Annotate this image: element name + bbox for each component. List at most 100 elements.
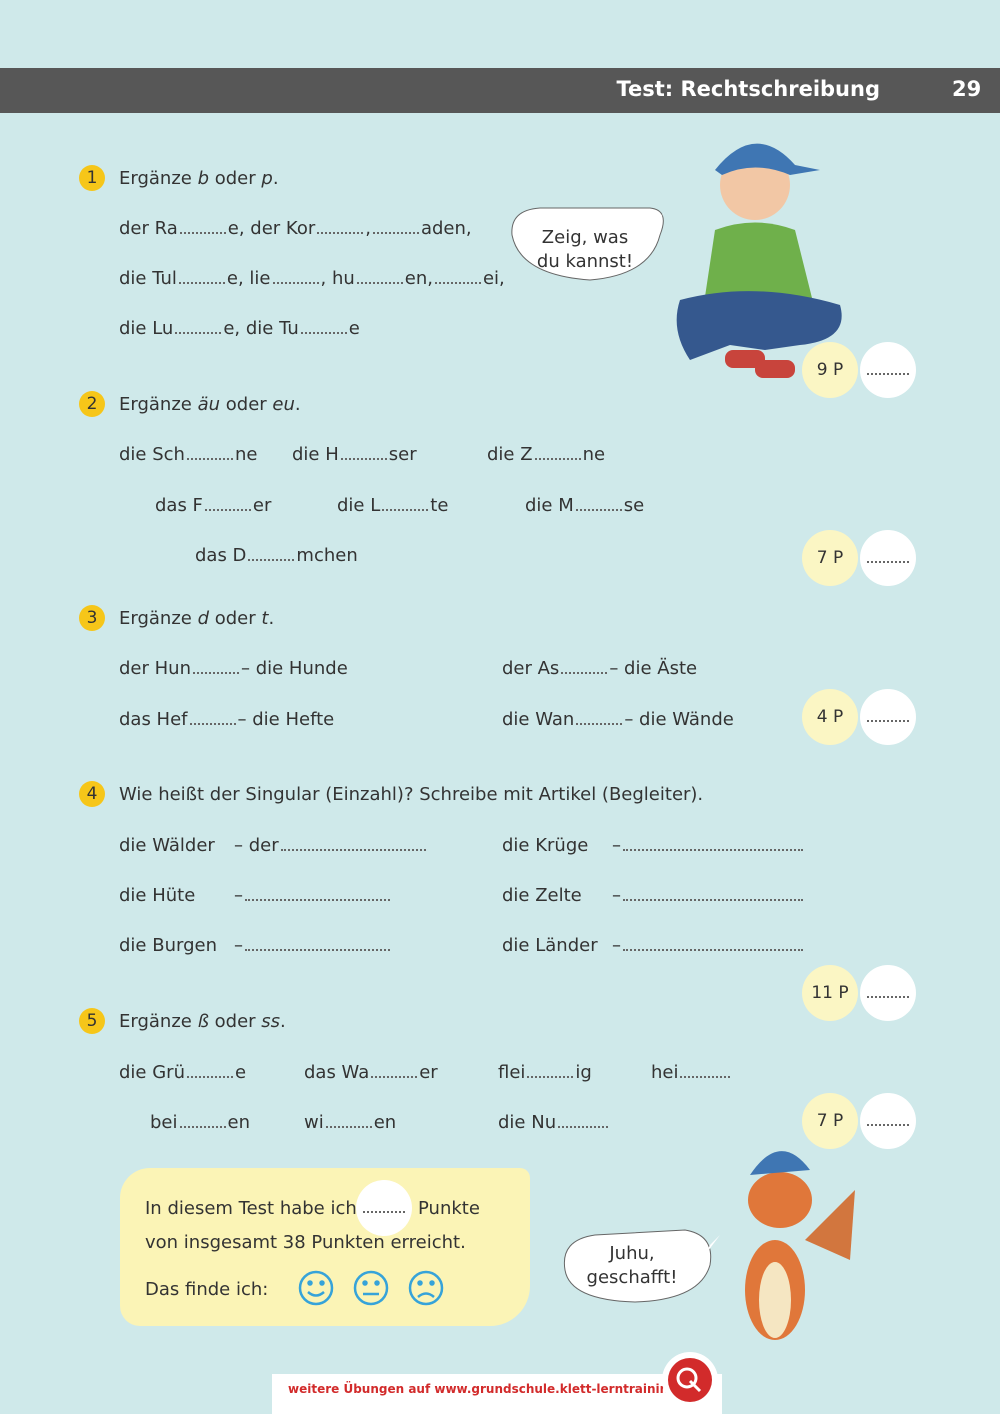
item-text: die Länder — [502, 935, 598, 956]
summary-line1-start: In diesem Test habe ich — [145, 1198, 357, 1219]
instruction-part: . — [280, 1011, 286, 1032]
page-number: 29 — [952, 77, 982, 101]
blank — [245, 887, 390, 901]
points-field — [860, 965, 916, 1021]
item-text: e, lie — [226, 268, 271, 289]
blank — [248, 547, 295, 561]
item-text: die Wan — [502, 709, 575, 730]
dotted-field — [867, 704, 909, 722]
exercise-item: – — [234, 935, 392, 956]
instruction-part: p — [261, 168, 273, 189]
exercise-item: die Krüge — [502, 835, 588, 856]
header-title: Test: Rechtschreibung — [616, 77, 880, 101]
item-text: – die Hefte — [237, 709, 335, 730]
exercise-item: die Z ne — [487, 444, 605, 465]
item-text: die Sch — [119, 444, 185, 465]
item-text: hei — [651, 1062, 679, 1083]
item-text: die M — [525, 495, 574, 516]
blank — [245, 937, 390, 951]
item-text: die Wälder — [119, 835, 215, 856]
points-field — [860, 689, 916, 745]
points-label: 7 P — [802, 530, 858, 586]
instruction-part: oder — [220, 394, 273, 415]
exercise-item: das Hef – die Hefte — [119, 709, 334, 730]
instruction-part: ß — [197, 1011, 209, 1032]
item-text: e, der Kor — [227, 218, 316, 239]
task-number: 1 — [79, 165, 105, 191]
item-text: – — [612, 935, 621, 956]
task-instruction: Ergänze äu oder eu. — [119, 394, 301, 415]
item-text: mchen — [296, 545, 358, 566]
instruction-part: . — [268, 608, 275, 629]
instruction-part: Ergänze — [119, 394, 198, 415]
dotted-field — [867, 545, 909, 563]
instruction-part: oder — [209, 608, 262, 629]
task-instruction: Ergänze b oder p. — [119, 168, 279, 189]
item-text: er — [252, 495, 272, 516]
item-text: das Hef — [119, 709, 188, 730]
blank — [189, 711, 236, 725]
item-text: e — [348, 318, 360, 339]
blank — [623, 837, 803, 851]
dragon-bubble-text: Juhu, geschafft! — [586, 1243, 678, 1288]
instruction-part: äu — [197, 394, 221, 415]
blank — [179, 220, 226, 234]
blank — [186, 1064, 233, 1078]
item-text: das Wa — [304, 1062, 370, 1083]
item-text: , — [365, 218, 371, 239]
blank — [434, 270, 481, 284]
blank — [561, 660, 608, 674]
blank — [371, 1064, 418, 1078]
footer-icon — [662, 1352, 718, 1408]
boy-bubble-text: Zeig, was du kannst! — [536, 227, 634, 272]
item-text: – — [234, 885, 243, 906]
item-text: der Hun — [119, 658, 191, 679]
blank — [356, 270, 403, 284]
exercise-item: die Hüte — [119, 885, 195, 906]
instruction-part: . — [294, 394, 301, 415]
item-text: die Hüte — [119, 885, 196, 906]
header-bar — [0, 68, 1000, 113]
blank — [317, 220, 364, 234]
item-text: die Z — [487, 444, 533, 465]
task-number: 2 — [79, 391, 105, 417]
item-text: er — [419, 1062, 438, 1083]
points-field — [860, 1093, 916, 1149]
exercise-item: die Wälder — [119, 835, 215, 856]
exercise-item: hei — [651, 1062, 732, 1083]
dotted-field — [867, 1108, 909, 1126]
exercise-item: das F er — [155, 495, 271, 516]
blank — [576, 711, 623, 725]
footer-link[interactable]: weitere Übungen auf www.grundschule.klet… — [288, 1382, 699, 1396]
blank — [192, 660, 239, 674]
exercise-item: die Wan – die Wände — [502, 709, 734, 730]
exercise-item: der Ra e, der Kor, aden, — [119, 218, 472, 239]
instruction-part: oder — [209, 168, 262, 189]
instruction-part: Ergänze — [119, 1011, 198, 1032]
task-instruction: Ergänze d oder t. — [119, 608, 274, 629]
blank — [178, 270, 225, 284]
blank — [186, 446, 233, 460]
item-text: – — [612, 885, 621, 906]
points-label: 11 P — [802, 965, 858, 1021]
item-text: se — [623, 495, 645, 516]
blank — [382, 497, 429, 511]
item-text: flei — [498, 1062, 526, 1083]
dragon-illustration — [563, 1151, 855, 1340]
item-text: en, — [404, 268, 433, 289]
boy-illustration — [511, 143, 842, 378]
instruction-part: Ergänze — [119, 168, 198, 189]
exercise-item: die H ser — [292, 444, 417, 465]
exercise-item: – — [612, 835, 805, 856]
summary-rating: Das finde ich: — [145, 1279, 269, 1300]
item-text: das F — [155, 495, 203, 516]
exercise-item: flei ig — [498, 1062, 592, 1083]
exercise-item: – — [612, 935, 805, 956]
item-text: – der — [234, 835, 279, 856]
smileys[interactable] — [296, 1268, 446, 1308]
item-text: die Nu — [498, 1112, 557, 1133]
exercise-item: bei en — [150, 1112, 250, 1133]
item-text: aden, — [420, 218, 472, 239]
item-text: e — [234, 1062, 247, 1083]
blank — [179, 1114, 226, 1128]
